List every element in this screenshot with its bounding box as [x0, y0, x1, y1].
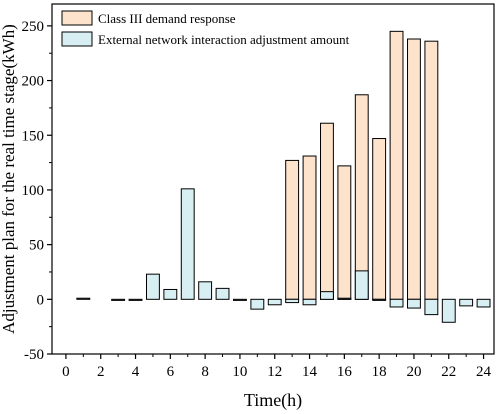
- bar-network-adjustment-t8: [198, 281, 213, 300]
- bar-network-adjustment-t22: [441, 298, 456, 323]
- bar-network-adjustment-t3: [111, 298, 126, 301]
- y-tick-label: -50: [24, 347, 44, 363]
- y-tick-label: 50: [29, 238, 44, 254]
- bar-demand-response-t14: [302, 155, 317, 300]
- bar-network-adjustment-t1: [76, 297, 91, 300]
- y-axis-label: Adjustment plan for the real time stage(…: [0, 24, 18, 334]
- bar-network-adjustment-t16: [337, 297, 352, 300]
- bar-network-adjustment-t4: [128, 298, 143, 301]
- x-tick-label: 14: [302, 364, 318, 380]
- bars-layer: [76, 30, 491, 323]
- legend-swatch-demand-response: [61, 10, 93, 26]
- legend-label-demand-response: Class III demand response: [98, 11, 236, 26]
- legend-swatch-network-adjustment: [61, 31, 93, 47]
- bar-network-adjustment-t23: [459, 298, 474, 307]
- bar-network-adjustment-t11: [250, 298, 265, 310]
- bar-network-adjustment-t14: [302, 298, 317, 306]
- bar-demand-response-t13: [285, 159, 300, 300]
- y-tick-label: 0: [37, 292, 45, 308]
- bar-network-adjustment-t7: [180, 188, 195, 300]
- bar-demand-response-t18: [372, 138, 387, 300]
- x-tick-label: 20: [406, 364, 421, 380]
- bar-network-adjustment-t21: [424, 298, 439, 316]
- bar-network-adjustment-t17: [354, 270, 369, 300]
- x-tick-label: 10: [232, 364, 247, 380]
- bar-demand-response-t21: [424, 40, 439, 300]
- x-axis-label: Time(h): [244, 390, 302, 411]
- y-tick-label: 250: [22, 19, 45, 35]
- bar-network-adjustment-t20: [407, 298, 421, 309]
- bar-network-adjustment-t9: [215, 287, 230, 300]
- x-tick-label: 22: [441, 364, 456, 380]
- x-tick-label: 2: [97, 364, 105, 380]
- x-tick-label: 12: [267, 364, 282, 380]
- bar-network-adjustment-t19: [389, 298, 404, 308]
- bar-network-adjustment-t6: [163, 288, 178, 300]
- x-tick-label: 4: [132, 364, 140, 380]
- bar-network-adjustment-t24: [476, 298, 491, 308]
- bar-network-adjustment-t12: [267, 298, 282, 306]
- bar-network-adjustment-t10: [233, 298, 247, 301]
- bar-network-adjustment-t5: [145, 273, 160, 300]
- y-tick-label: 150: [22, 128, 45, 144]
- y-tick-label: 200: [22, 74, 45, 90]
- bar-demand-response-t20: [407, 38, 421, 300]
- x-tick-label: 6: [167, 364, 175, 380]
- bar-demand-response-t15: [320, 122, 334, 300]
- x-tick-label: 24: [476, 364, 492, 380]
- bar-demand-response-t17: [354, 94, 369, 300]
- x-tick-label: 8: [201, 364, 209, 380]
- bar-network-adjustment-t13: [285, 298, 300, 304]
- y-tick-label: 100: [22, 183, 45, 199]
- bar-demand-response-t19: [389, 30, 404, 300]
- plot-frame: [51, 3, 495, 355]
- bar-network-adjustment-t15: [320, 291, 334, 300]
- bar-demand-response-t16: [337, 165, 352, 300]
- bar-network-adjustment-t18: [372, 298, 387, 301]
- legend: Class III demand response External networ…: [61, 10, 350, 47]
- legend-label-network-adjustment: External network interaction adjustment …: [98, 32, 350, 47]
- x-tick-label: 16: [337, 364, 353, 380]
- x-tick-label: 0: [62, 364, 70, 380]
- x-tick-label: 18: [372, 364, 387, 380]
